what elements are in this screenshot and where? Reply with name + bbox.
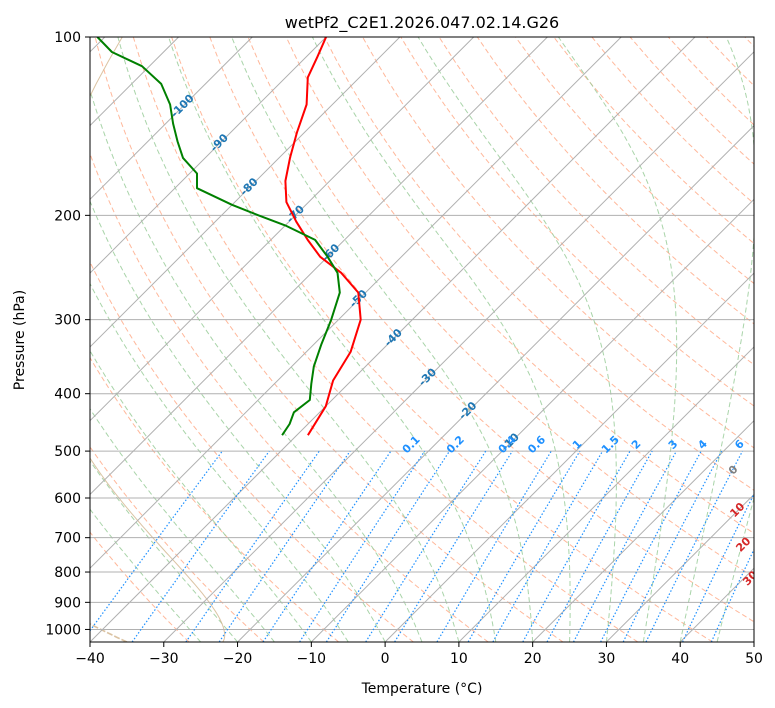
mixing-ratio-line	[218, 450, 351, 642]
mixing-ratio-line	[645, 450, 744, 642]
mixing-ratio-line	[299, 450, 426, 642]
dry-adiabat-line	[94, 37, 564, 642]
mixing-ratio-line	[622, 450, 723, 642]
x-tick-label: 30	[598, 651, 616, 667]
moist-adiabat-line	[168, 37, 497, 642]
isotherm-line	[384, 272, 754, 642]
mixing-ratio-line	[394, 450, 513, 642]
dry-adiabat-line	[171, 37, 713, 642]
mixing-ratio-line	[572, 450, 677, 642]
y-tick-label: 600	[54, 491, 81, 507]
x-tick-label: 40	[671, 651, 689, 667]
mixing-ratio-line	[600, 450, 702, 642]
series-temperature-line	[284, 37, 362, 436]
isotherm-line	[163, 51, 754, 642]
isotherm-line	[90, 37, 548, 496]
x-tick-label: 20	[524, 651, 542, 667]
x-tick-label: −40	[75, 651, 105, 667]
mixing-ratio-line	[365, 450, 487, 642]
moist-adiabat-line	[716, 496, 754, 642]
y-tick-label: 300	[54, 313, 81, 329]
isotherm-line	[90, 37, 401, 348]
dry-adiabat-line	[90, 152, 489, 642]
lcl-curve-line	[90, 37, 226, 642]
isotherm-line	[90, 37, 253, 201]
x-tick-label: 10	[450, 651, 468, 667]
dry-adiabat-line	[132, 37, 639, 642]
mixing-ratio-line	[682, 492, 754, 642]
plot-frame	[89, 36, 755, 643]
mixing-ratio-line	[131, 450, 270, 642]
mixing-ratio-line	[436, 450, 552, 642]
isotherm-line	[237, 124, 754, 642]
isotherm-line	[532, 419, 754, 642]
dry-adiabat-line	[438, 37, 754, 366]
mixing-ratio-line	[522, 450, 631, 642]
y-tick-label: 200	[54, 208, 81, 224]
mixing-ratio-line	[710, 548, 754, 642]
x-tick-label: −20	[223, 651, 253, 667]
x-tick-label: −30	[149, 651, 179, 667]
moist-adiabat-line	[557, 37, 678, 642]
x-tick-label: −10	[297, 651, 327, 667]
background-lines	[90, 37, 754, 642]
moist-adiabat-line	[90, 460, 238, 642]
plot-background	[90, 37, 754, 642]
moist-adiabat-line	[231, 37, 534, 642]
moist-adiabat-line	[90, 282, 349, 642]
dry-adiabat-line	[362, 37, 754, 449]
isotherm-line	[90, 37, 622, 569]
moist-adiabat-line	[417, 37, 617, 642]
y-tick-label: 700	[54, 531, 81, 547]
mixing-ratio-line	[90, 450, 223, 632]
y-axis-label: Pressure (hPa)	[12, 290, 28, 390]
series-dewpoint-line	[96, 37, 341, 436]
isotherm-line	[606, 493, 754, 642]
isotherm-line	[90, 37, 475, 422]
dry-adiabat-line	[90, 446, 265, 642]
isotherm-line	[310, 198, 754, 642]
chart-title: wetPf2_C2E1.2026.047.02.14.G26	[285, 13, 559, 33]
dry-adiabat-line	[90, 531, 190, 642]
isotherm-line	[458, 346, 754, 642]
isotherm-line	[90, 37, 696, 642]
sounding-lines	[96, 37, 362, 436]
mixing-ratio-line	[185, 450, 320, 642]
y-tick-label: 800	[54, 565, 81, 581]
moist-adiabat-line	[90, 200, 386, 642]
y-tick-label: 900	[54, 595, 81, 611]
moist-adiabat-line	[679, 37, 754, 642]
dry-adiabat-line	[515, 37, 754, 285]
x-tick-label: 0	[381, 651, 390, 667]
x-tick-label: 50	[745, 651, 763, 667]
dry-adiabat-line	[323, 37, 754, 491]
mixing-ratio-line	[546, 450, 653, 642]
dry-adiabat-line	[209, 37, 754, 623]
isotherm-line	[90, 37, 327, 274]
y-tick-label: 500	[54, 444, 81, 460]
y-tick-label: 100	[54, 30, 81, 46]
moist-adiabat-line	[90, 407, 275, 642]
mixing-ratio-line	[262, 450, 392, 642]
y-tick-label: 1000	[45, 622, 81, 638]
x-axis-label: Temperature (°C)	[361, 681, 483, 697]
axes: −40 −30 −20 −10 0 10 20 30 40 50 100 200 300 400 500 60…	[45, 30, 763, 667]
y-tick-label: 400	[54, 387, 81, 403]
moist-adiabat-line	[311, 37, 571, 642]
mixing-ratio-line	[325, 450, 450, 642]
moist-adiabat-line	[117, 37, 460, 642]
dry-adiabat-line	[90, 356, 339, 642]
